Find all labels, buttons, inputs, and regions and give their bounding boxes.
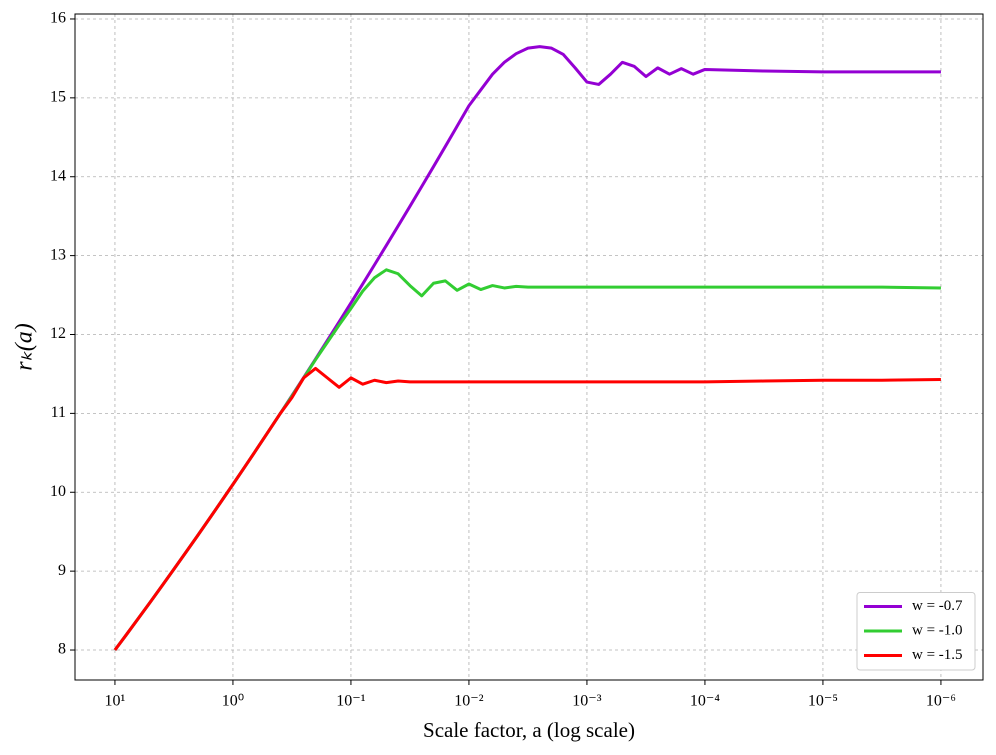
y-tick-label: 9 <box>58 562 66 579</box>
x-axis-label: Scale factor, a (log scale) <box>423 718 635 742</box>
y-tick-label: 14 <box>50 167 66 184</box>
y-axis-label: rₖ(a) <box>12 323 38 371</box>
y-tick-label: 13 <box>50 246 66 263</box>
y-tick-label: 8 <box>58 641 66 658</box>
legend-box <box>856 592 976 671</box>
y-tick-label: 16 <box>50 10 66 27</box>
x-tick-label: 10⁻⁵ <box>808 693 838 710</box>
y-tick-label: 10 <box>50 483 66 500</box>
x-tick-label: 10⁻² <box>454 693 483 710</box>
legend: w = -0.7 w = -1.0 w = -1.5 <box>856 592 976 671</box>
x-tick-label: 10⁰ <box>222 693 244 710</box>
y-tick-label: 12 <box>50 325 66 342</box>
legend-label: w = -0.7 <box>912 598 963 614</box>
legend-label: w = -1.5 <box>912 647 963 663</box>
x-tick-label: 10⁻¹ <box>336 693 365 710</box>
series-line <box>113 366 941 651</box>
legend-label: w = -1.0 <box>912 622 963 638</box>
y-tick-label: 11 <box>51 404 66 421</box>
plot-frame <box>74 13 984 681</box>
x-tick-label: 10⁻⁶ <box>926 693 956 710</box>
x-tick-label: 10⁻⁴ <box>690 693 720 710</box>
x-tick-label: 10⁻³ <box>572 693 601 710</box>
plot-lines <box>113 45 941 651</box>
x-tick-label: 10¹ <box>105 693 126 710</box>
y-tick-label: 15 <box>50 89 66 106</box>
